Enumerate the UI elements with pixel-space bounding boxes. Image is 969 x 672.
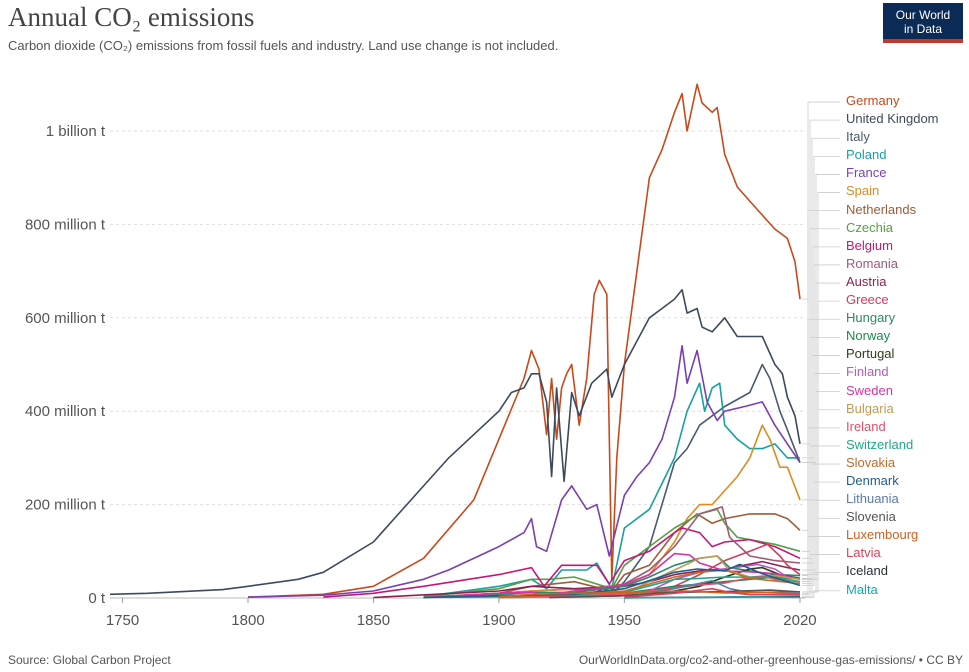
legend-connector [801, 572, 840, 597]
legend-item-austria[interactable]: Austria [846, 273, 887, 289]
series-line-belgium[interactable] [323, 527, 801, 598]
gridlines [110, 130, 805, 599]
legend-connector [801, 554, 840, 596]
legend-item-switzerland[interactable]: Switzerland [846, 436, 914, 452]
legend-item-lithuania[interactable]: Lithuania [846, 491, 899, 507]
legend-item-norway[interactable]: Norway [846, 328, 891, 344]
x-tick-label: 1750 [106, 612, 139, 629]
legend-item-slovenia[interactable]: Slovenia [846, 509, 896, 525]
series-line-latvia[interactable] [624, 587, 800, 598]
legend-connectors [801, 101, 840, 598]
x-tick-label: 2020 [783, 612, 816, 629]
y-tick-label: 800 million t [25, 216, 106, 233]
legend: Germany United Kingdom Italy Poland France Sp… [846, 92, 939, 599]
legend-item-germany[interactable]: Germany [846, 93, 900, 108]
series-line-denmark[interactable] [423, 563, 801, 599]
legend-item-finland[interactable]: Finland [846, 364, 889, 380]
series-line-france[interactable] [247, 344, 801, 598]
legend-item-iceland[interactable]: Iceland [846, 563, 888, 579]
legend-item-portugal[interactable]: Portugal [846, 346, 895, 362]
series-line-sweden[interactable] [423, 552, 801, 599]
series-line-germany[interactable] [247, 83, 801, 598]
legend-item-netherlands[interactable]: Netherlands [846, 201, 917, 217]
legend-connector [801, 101, 840, 300]
series-lines [109, 83, 801, 599]
y-tick-label: 600 million t [25, 310, 106, 327]
legend-item-sweden[interactable]: Sweden [846, 382, 893, 398]
series-line-austria[interactable] [373, 560, 801, 599]
legend-item-luxembourg[interactable]: Luxembourg [846, 527, 919, 543]
legend-item-malta[interactable]: Malta [846, 581, 878, 597]
legend-item-ireland[interactable]: Ireland [846, 418, 886, 434]
legend-item-belgium[interactable]: Belgium [846, 237, 893, 253]
logo-line-2: in Data [903, 22, 943, 36]
legend-item-italy[interactable]: Italy [846, 129, 870, 145]
legend-item-slovakia[interactable]: Slovakia [846, 454, 896, 470]
series-line-malta[interactable] [624, 595, 801, 599]
source-url[interactable]: OurWorldInData.org/co2-and-other-greenho… [578, 653, 963, 667]
chart-subtitle: Carbon dioxide (CO₂) emissions from foss… [8, 38, 559, 53]
legend-item-romania[interactable]: Romania [846, 255, 899, 271]
legend-item-latvia[interactable]: Latvia [846, 545, 881, 561]
owid-logo[interactable]: Our World in Data [883, 3, 963, 43]
legend-item-spain[interactable]: Spain [846, 183, 880, 199]
logo-line-1: Our World [895, 8, 951, 22]
y-tick-label: 400 million t [25, 403, 106, 420]
legend-item-bulgaria[interactable]: Bulgaria [846, 400, 894, 416]
x-axis: 1750 1800 1850 1900 1950 2020 [106, 598, 817, 629]
legend-item-poland[interactable]: Poland [846, 147, 887, 163]
x-tick-label: 1850 [357, 612, 390, 629]
legend-item-greece[interactable]: Greece [846, 292, 889, 308]
series-line-luxembourg[interactable] [498, 590, 801, 598]
chart-title: Annual CO₂ emissions [8, 2, 255, 32]
legend-connector [801, 590, 840, 598]
y-tick-label: 0 t [88, 590, 106, 607]
legend-item-united-kingdom[interactable]: United Kingdom [846, 111, 939, 127]
y-tick-label: 1 billion t [46, 123, 106, 140]
x-tick-label: 1950 [608, 612, 641, 629]
legend-item-denmark[interactable]: Denmark [846, 472, 899, 488]
source-note: Source: Global Carbon Project [8, 653, 171, 667]
legend-connector [801, 445, 840, 583]
y-axis: 0 t 200 million t 400 million t 600 million… [25, 123, 106, 607]
legend-item-france[interactable]: France [846, 165, 887, 181]
legend-item-czechia[interactable]: Czechia [846, 219, 893, 235]
legend-connector [801, 536, 840, 595]
x-tick-label: 1800 [231, 612, 264, 629]
legend-connector [801, 463, 840, 584]
x-tick-label: 1900 [482, 612, 515, 629]
series-line-slovakia[interactable] [498, 569, 801, 599]
y-tick-label: 200 million t [25, 497, 106, 514]
series-line-united-kingdom[interactable] [109, 288, 801, 596]
legend-item-hungary[interactable]: Hungary [846, 310, 896, 326]
